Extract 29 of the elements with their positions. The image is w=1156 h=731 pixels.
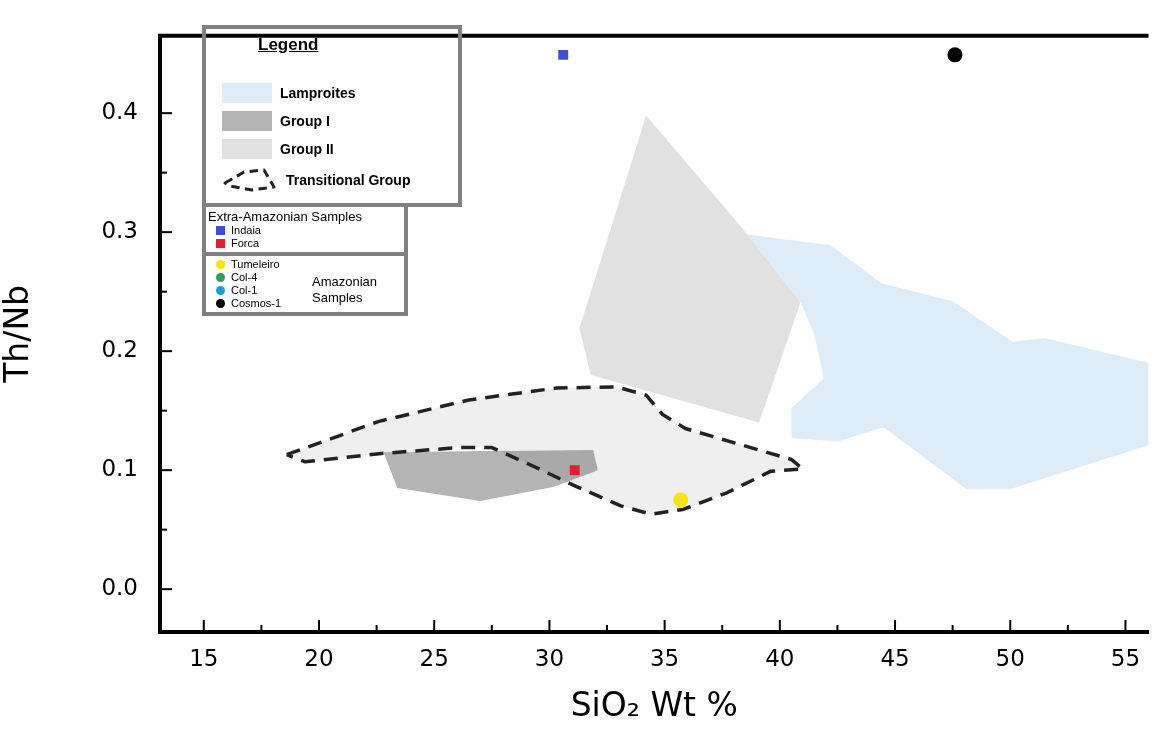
legend-label: Col-4	[231, 271, 258, 284]
x-tick-label: 25	[419, 644, 449, 671]
y-tick-label: 0.2	[101, 336, 138, 363]
y-tick-label: 0.4	[101, 98, 138, 125]
legend-label: Col-1	[231, 284, 258, 297]
legend-label: Forca	[231, 237, 260, 250]
y-tick-label: 0.1	[101, 455, 138, 482]
legend-label: Transitional Group	[286, 172, 411, 188]
legend-label: Indaia	[231, 224, 261, 237]
y-tick-label: 0.0	[101, 574, 138, 601]
annotation: Extra-Amazonian Samples	[208, 209, 363, 224]
legend-title: Legend	[258, 35, 320, 55]
x-tick-label: 50	[995, 644, 1025, 671]
x-tick-label: 35	[649, 644, 680, 671]
annotation: Amazonian Samples	[312, 274, 379, 306]
x-tick-label: 15	[189, 644, 219, 671]
legend-label: Group I	[280, 113, 330, 129]
legend-label: Tumeleiro	[231, 258, 280, 271]
y-axis-title: Th/Nb	[0, 284, 37, 384]
x-axis-title: SiO₂ Wt %	[570, 684, 738, 724]
x-tick-label: 40	[765, 644, 795, 671]
y-tick-label: 0.3	[101, 217, 138, 244]
legend-label: Cosmos-1	[231, 297, 282, 310]
x-tick-label: 45	[880, 644, 910, 671]
x-tick-label: 55	[1110, 644, 1141, 671]
x-tick-label: 30	[534, 644, 565, 671]
legend-label: Group II	[280, 141, 334, 157]
x-tick-label: 20	[304, 644, 334, 671]
legend-label: Lamproites	[280, 85, 356, 101]
